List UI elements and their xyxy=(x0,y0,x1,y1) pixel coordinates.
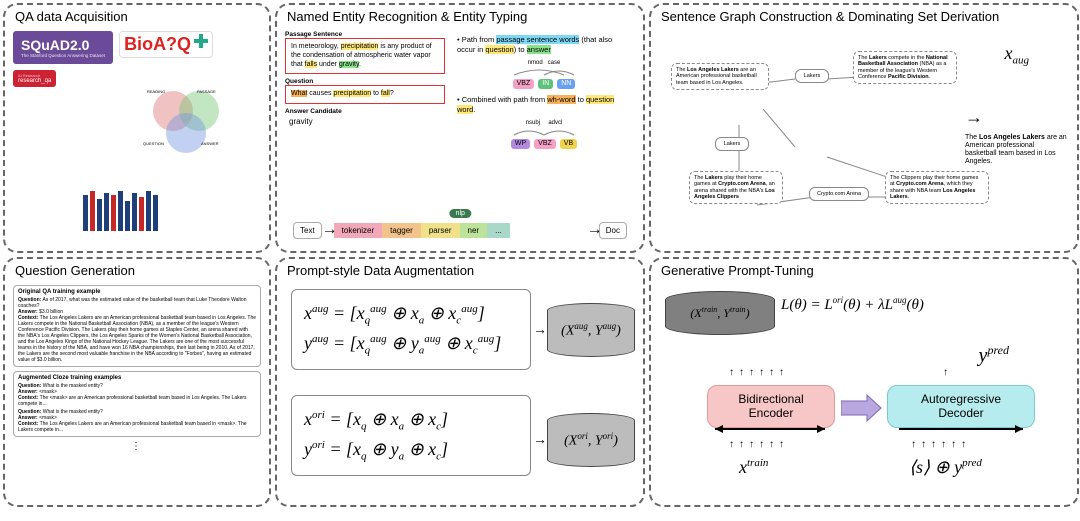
label-passage: Passage Sentence xyxy=(285,31,445,38)
graph-node: The Lakers compete in the National Baske… xyxy=(853,51,957,84)
panel-title: Named Entity Recognition & Entity Typing xyxy=(287,9,527,24)
panel-title: Sentence Graph Construction & Dominating… xyxy=(661,9,999,24)
eq-aug: xaug = [xqaug ⊕ xa ⊕ xcaug] yaug = [xqau… xyxy=(291,289,531,370)
barcode-graphic xyxy=(83,191,158,231)
eq-ori: xori = [xq ⊕ xa ⊕ xc] yori = [xq ⊕ ya ⊕ … xyxy=(291,395,531,476)
graph-node: Lakers xyxy=(795,69,829,83)
panel-content: (Xtrain, Ytrain) L(θ) = Lori(θ) + λLaug(… xyxy=(659,285,1069,499)
question-text: What causes precipitation to fall? xyxy=(285,85,445,104)
eq-x-ori: xori = [xq ⊕ xa ⊕ xc] xyxy=(304,406,518,436)
loss-equation: L(θ) = Lori(θ) + λLaug(θ) xyxy=(781,295,924,314)
panel-gen-prompt-tuning: Generative Prompt-Tuning (Xtrain, Ytrain… xyxy=(649,257,1079,507)
bioasq-logo: BioA?Q xyxy=(119,31,212,58)
squad-logo: SQuAD2.0 The Stanford Question Answering… xyxy=(13,31,113,64)
arrows-enc-out: ↑↑↑↑↑↑ xyxy=(729,367,784,378)
graph-node: Crypto.com Arena xyxy=(809,187,869,201)
passage-sentence: In meteorology, precipitation is any pro… xyxy=(285,38,445,74)
xtrain-label: xtrain xyxy=(739,457,768,478)
cylinder-aug: (Xaug, Yaug) xyxy=(547,303,635,357)
panel-title: Question Generation xyxy=(15,263,135,278)
output-sentence: The Los Angeles Lakers are an American p… xyxy=(961,131,1071,169)
panel-prompt-aug: Prompt-style Data Augmentation xaug = [x… xyxy=(275,257,645,507)
qg-original: Original QA training example Question: A… xyxy=(13,285,261,367)
panel-sentence-graph: Sentence Graph Construction & Dominating… xyxy=(649,3,1079,253)
panel-title: QA data Acquisition xyxy=(15,9,128,24)
arrows-dec-out: ↑ xyxy=(943,367,948,378)
arrows-enc-in: ↑↑↑↑↑↑ xyxy=(729,439,784,450)
panel-title: Generative Prompt-Tuning xyxy=(661,263,814,278)
panel-ner: Named Entity Recognition & Entity Typing… xyxy=(275,3,645,253)
encoder-block: BidirectionalEncoder xyxy=(707,385,835,428)
research-qa-tile: AI Research research_qa xyxy=(13,70,56,87)
label-question: Question xyxy=(285,78,445,85)
cylinder-train: (Xtrain, Ytrain) xyxy=(665,291,775,335)
cylinder-ori: (Xori, Yori) xyxy=(547,413,635,467)
enc-to-dec-arrow xyxy=(841,393,883,423)
panel-qa-acquisition: QA data Acquisition SQuAD2.0 The Stanfor… xyxy=(3,3,271,253)
qg-augmented: Augmented Cloze training examples Questi… xyxy=(13,371,261,437)
sypred-label: ⟨s⟩ ⊕ ypred xyxy=(909,457,982,478)
panel-content: Passage Sentence In meteorology, precipi… xyxy=(285,31,635,245)
label-answer: Answer Candidate xyxy=(285,108,445,115)
graph-node: The Clippers play their home games at Cr… xyxy=(885,171,989,204)
decoder-block: AutoregressiveDecoder xyxy=(887,385,1035,428)
nlp-pipeline: Text → nlp tokenizer tagger parser ner .… xyxy=(293,221,627,239)
panel-content: xaug The Los Angeles Lakers are an Ameri… xyxy=(667,37,1077,253)
arrows-dec-in: ↑↑↑↑↑↑ xyxy=(911,439,966,450)
answer-candidate: gravity xyxy=(285,115,445,128)
panel-content: xaug = [xqaug ⊕ xa ⊕ xcaug] yaug = [xqau… xyxy=(285,285,635,499)
panel-content: Original QA training example Question: A… xyxy=(13,285,261,499)
panel-content: SQuAD2.0 The Stanford Question Answering… xyxy=(13,31,261,245)
graph-node: The Los Angeles Lakers are an American p… xyxy=(671,63,769,90)
plus-icon xyxy=(194,34,208,48)
ner-right-column: • Path from passage sentence words (that… xyxy=(457,35,631,149)
graph-node: Lakers xyxy=(715,137,749,151)
graph-node: The Lakers play their home games at Cryp… xyxy=(689,171,783,204)
eq-y-ori: yori = [xq ⊕ ya ⊕ xc] xyxy=(304,436,518,466)
eq-y-aug: yaug = [xqaug ⊕ yaaug ⊕ xcaug] xyxy=(304,330,518,360)
panel-question-gen: Question Generation Original QA training… xyxy=(3,257,271,507)
x-aug-label: xaug xyxy=(1005,43,1030,67)
ellipsis: ⋮ xyxy=(13,441,261,452)
ypred-label: ypred xyxy=(979,343,1009,368)
eq-x-aug: xaug = [xqaug ⊕ xa ⊕ xcaug] xyxy=(304,300,518,330)
panel-title: Prompt-style Data Augmentation xyxy=(287,263,474,278)
